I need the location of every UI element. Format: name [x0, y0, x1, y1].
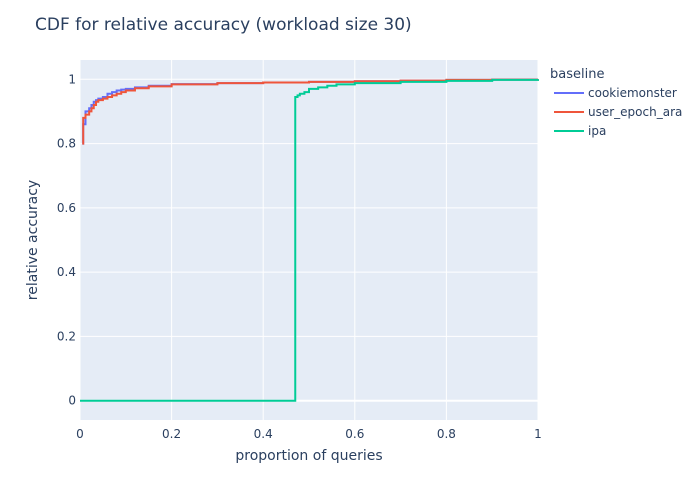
y-tick-label: 0.6	[57, 201, 76, 215]
x-tick-label: 0.6	[345, 427, 364, 441]
series-line-user-epoch-ara	[82, 78, 539, 145]
legend-label-user-epoch-ara: user_epoch_ara	[588, 105, 682, 119]
legend-label-ipa: ipa	[588, 124, 606, 138]
y-tick-label: 1	[68, 72, 76, 86]
y-tick-label: 0	[68, 394, 76, 408]
plot-area	[80, 60, 538, 420]
x-tick-label: 0.4	[254, 427, 273, 441]
chart-title: CDF for relative accuracy (workload size…	[35, 15, 412, 35]
x-axis-ticks: 0 0.2 0.4 0.6 0.8 1	[76, 427, 542, 441]
y-axis-title: relative accuracy	[25, 180, 41, 300]
series-line-ipa	[80, 78, 539, 402]
y-tick-label: 0.8	[57, 137, 76, 151]
y-tick-label: 0.4	[57, 265, 76, 279]
x-tick-label: 0	[76, 427, 84, 441]
series-layer	[80, 78, 539, 402]
legend-title: baseline	[550, 67, 604, 82]
legend-label-cookiemonster: cookiemonster	[588, 86, 677, 100]
y-axis-ticks: 0 0.2 0.4 0.6 0.8 1	[57, 72, 76, 407]
y-tick-label: 0.2	[57, 329, 76, 343]
x-tick-label: 0.2	[162, 427, 181, 441]
grid-lines	[79, 60, 539, 420]
x-tick-label: 0.8	[437, 427, 456, 441]
x-tick-label: 1	[534, 427, 542, 441]
x-axis-title: proportion of queries	[235, 448, 382, 464]
